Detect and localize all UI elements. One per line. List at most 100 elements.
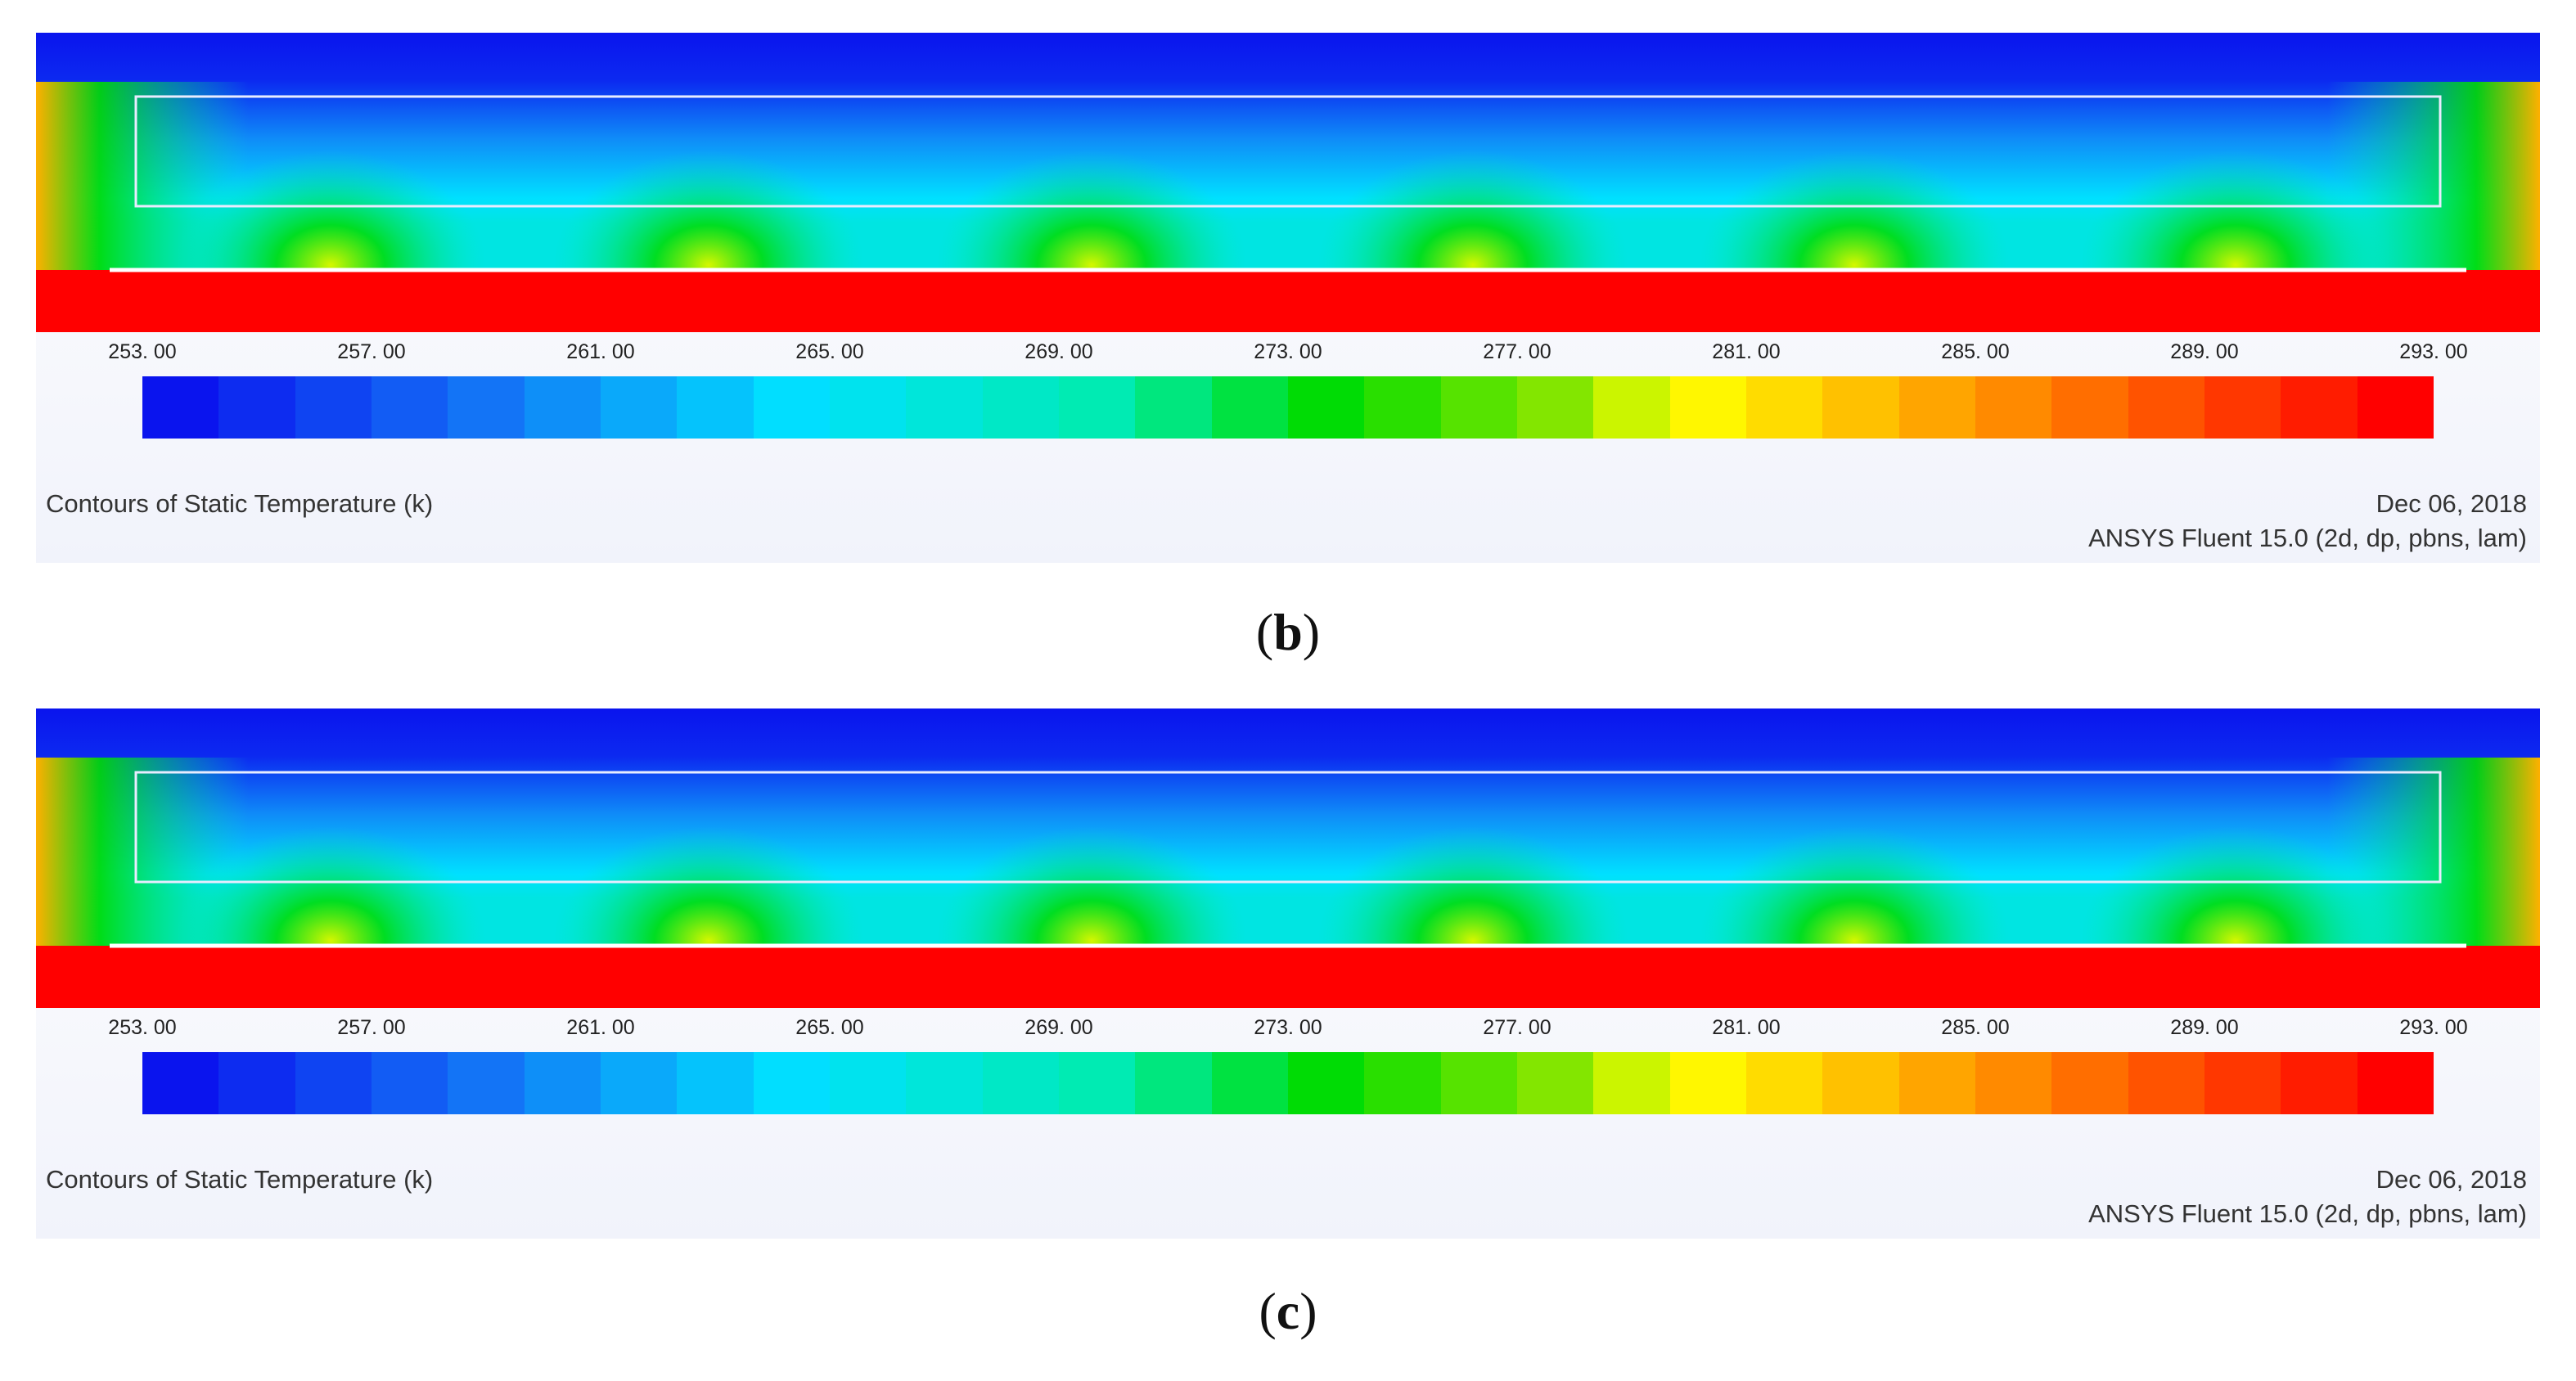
colorbar-swatch [677, 376, 754, 439]
colorbar-swatch [982, 376, 1059, 439]
colorbar-swatch [1975, 1052, 2052, 1114]
panel-label-c: (c) [1259, 1282, 1317, 1340]
colorbar-swatch [1822, 1052, 1899, 1114]
colorbar-tick-label: 265. 00 [795, 340, 864, 363]
colorbar-tick-row: 253. 00 257. 00 261. 00 265. 00 269. 00 273. … [36, 332, 2540, 378]
colorbar-swatch [2204, 376, 2281, 439]
solver-info: ANSYS Fluent 15.0 (2d, dp, pbns, lam) [2088, 524, 2527, 552]
colorbar-tick-label: 257. 00 [337, 340, 406, 363]
colorbar-tick-row: 253. 00 257. 00 261. 00 265. 00 269. 00 273. … [36, 1008, 2540, 1054]
colorbar [142, 376, 2434, 439]
colorbar-tick-label: 293. 00 [2399, 1016, 2468, 1039]
domain-outline [134, 95, 2442, 208]
colorbar-swatch [1745, 1052, 1823, 1114]
colorbar-swatch [1211, 1052, 1288, 1114]
colorbar-swatch [218, 1052, 295, 1114]
colorbar-swatch [142, 1052, 219, 1114]
colorbar-tick-label: 253. 00 [108, 1016, 177, 1039]
colorbar-swatch [753, 1052, 830, 1114]
colorbar-tick-label: 261. 00 [566, 340, 635, 363]
colorbar-swatch [2281, 376, 2358, 439]
colorbar-tick-label: 281. 00 [1712, 340, 1781, 363]
plot-title: Contours of Static Temperature (k) [46, 1165, 434, 1194]
temperature-contour-field [36, 33, 2540, 332]
colorbar-swatch [1058, 376, 1136, 439]
contour-panel-c: 253. 00 257. 00 261. 00 265. 00 269. 00 273. … [36, 708, 2540, 1239]
colorbar-swatch [1898, 376, 1975, 439]
temperature-contour-field [36, 708, 2540, 1008]
colorbar-swatch [1593, 376, 1670, 439]
colorbar-swatch [295, 376, 372, 439]
colorbar-tick-label: 277. 00 [1483, 1016, 1551, 1039]
colorbar-swatch [2357, 376, 2434, 439]
colorbar-swatch [982, 1052, 1059, 1114]
colorbar-swatch [1822, 376, 1899, 439]
colorbar-swatch [1440, 1052, 1517, 1114]
colorbar-swatch [218, 376, 295, 439]
colorbar-swatch [600, 1052, 678, 1114]
colorbar-swatch [1745, 376, 1823, 439]
hot-zone [36, 270, 2540, 332]
plot-title: Contours of Static Temperature (k) [46, 489, 434, 518]
colorbar-swatch [448, 376, 525, 439]
panel-label-b: (b) [1255, 603, 1321, 661]
colorbar-swatch [753, 376, 830, 439]
colorbar-swatch [1135, 1052, 1212, 1114]
colorbar-swatch [1898, 1052, 1975, 1114]
plot-date: Dec 06, 2018 [2376, 1165, 2527, 1194]
colorbar-swatch [829, 1052, 907, 1114]
colorbar-tick-label: 265. 00 [795, 1016, 864, 1039]
colorbar-swatch [829, 376, 907, 439]
colorbar-tick-label: 269. 00 [1025, 340, 1093, 363]
colorbar-swatch [1975, 376, 2052, 439]
colorbar-swatch [600, 376, 678, 439]
colorbar [142, 1052, 2434, 1114]
panel-letter: b [1273, 603, 1303, 661]
domain-outline [134, 771, 2442, 884]
colorbar-tick-label: 285. 00 [1941, 340, 2010, 363]
colorbar-swatch [524, 1052, 601, 1114]
hot-zone [36, 946, 2540, 1008]
contour-panel-b: 253. 00 257. 00 261. 00 265. 00 269. 00 273. … [36, 33, 2540, 563]
colorbar-swatch [371, 1052, 448, 1114]
colorbar-tick-label: 281. 00 [1712, 1016, 1781, 1039]
colorbar-swatch [677, 1052, 754, 1114]
colorbar-tick-label: 289. 00 [2170, 1016, 2239, 1039]
colorbar-swatch [1669, 376, 1746, 439]
colorbar-tick-label: 273. 00 [1254, 1016, 1322, 1039]
colorbar-swatch [448, 1052, 525, 1114]
colorbar-swatch [1440, 376, 1517, 439]
colorbar-swatch [2281, 1052, 2358, 1114]
colorbar-tick-label: 269. 00 [1025, 1016, 1093, 1039]
colorbar-tick-label: 253. 00 [108, 340, 177, 363]
colorbar-swatch [2051, 376, 2128, 439]
plot-date: Dec 06, 2018 [2376, 489, 2527, 518]
colorbar-swatch [1364, 1052, 1441, 1114]
colorbar-tick-label: 261. 00 [566, 1016, 635, 1039]
colorbar-tick-label: 285. 00 [1941, 1016, 2010, 1039]
panel-letter: c [1276, 1282, 1300, 1340]
colorbar-swatch [906, 1052, 983, 1114]
colorbar-swatch [1287, 376, 1365, 439]
colorbar-swatch [1135, 376, 1212, 439]
colorbar-swatch [295, 1052, 372, 1114]
colorbar-swatch [524, 376, 601, 439]
colorbar-swatch [1669, 1052, 1746, 1114]
colorbar-swatch [1211, 376, 1288, 439]
colorbar-swatch [1364, 376, 1441, 439]
colorbar-swatch [2051, 1052, 2128, 1114]
colorbar-tick-label: 257. 00 [337, 1016, 406, 1039]
colorbar-swatch [2128, 376, 2204, 439]
colorbar-swatch [1516, 1052, 1594, 1114]
colorbar-swatch [1058, 1052, 1136, 1114]
colorbar-tick-label: 289. 00 [2170, 340, 2239, 363]
colorbar-swatch [2204, 1052, 2281, 1114]
colorbar-tick-label: 277. 00 [1483, 340, 1551, 363]
colorbar-tick-label: 293. 00 [2399, 340, 2468, 363]
colorbar-swatch [1516, 376, 1594, 439]
colorbar-swatch [142, 376, 219, 439]
colorbar-swatch [2128, 1052, 2204, 1114]
colorbar-swatch [906, 376, 983, 439]
colorbar-swatch [371, 376, 448, 439]
colorbar-swatch [1287, 1052, 1365, 1114]
